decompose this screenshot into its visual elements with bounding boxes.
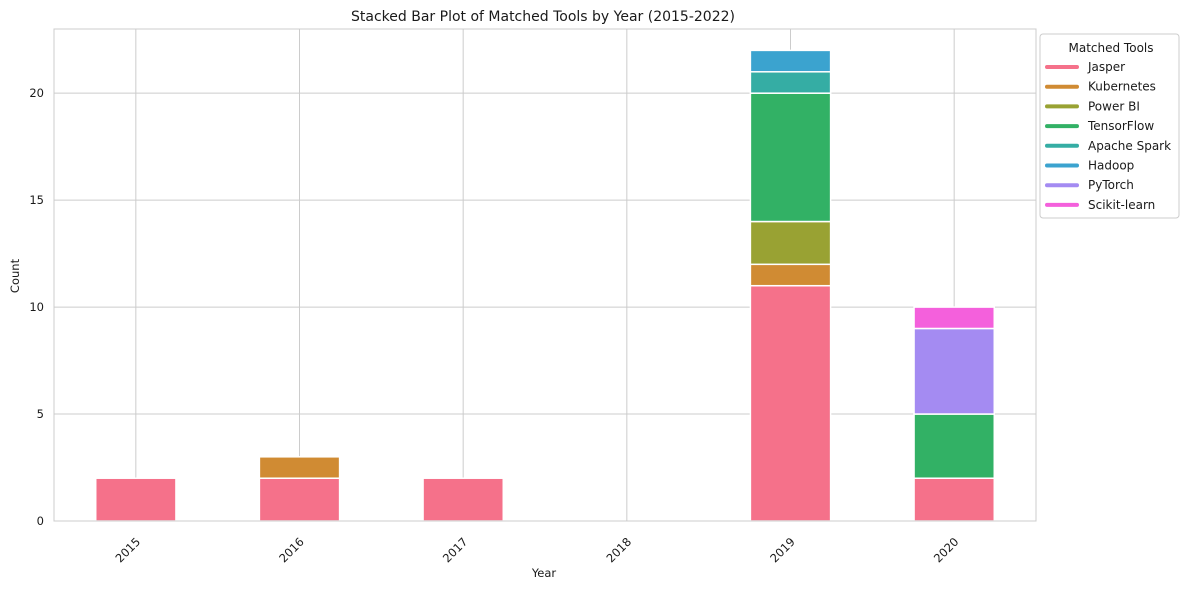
x-tick-label: 2020 <box>931 535 962 566</box>
bar-segment <box>258 456 341 479</box>
legend-label: Scikit-learn <box>1088 198 1155 212</box>
x-tick-label: 2016 <box>276 535 307 566</box>
bars <box>94 49 996 522</box>
x-tick-label: 2019 <box>767 535 798 566</box>
legend-label: Apache Spark <box>1088 139 1171 153</box>
legend-label: Kubernetes <box>1088 80 1156 94</box>
chart-title: Stacked Bar Plot of Matched Tools by Yea… <box>351 9 735 25</box>
legend-items: Jasper Kubernetes Power BI TensorFlow Apache… <box>1045 60 1171 212</box>
y-tick-label: 10 <box>29 300 44 314</box>
x-tick-label: 2018 <box>604 535 635 566</box>
x-tick-label: 2015 <box>113 535 144 566</box>
bar-segment <box>749 49 832 73</box>
legend-label: Hadoop <box>1088 159 1134 173</box>
y-tick-label: 15 <box>29 193 44 207</box>
x-axis-label: Year <box>531 566 557 580</box>
legend-label: Power BI <box>1088 99 1140 113</box>
grid <box>54 29 1036 522</box>
legend-box <box>1039 33 1180 219</box>
bar-segment <box>913 306 996 330</box>
y-tick-labels: 0 5 10 15 20 <box>29 86 44 528</box>
bar-segment <box>913 477 996 522</box>
legend-label: Jasper <box>1087 60 1125 74</box>
legend-title: Matched Tools <box>1069 41 1154 55</box>
y-tick-label: 20 <box>29 86 44 100</box>
bar-segment <box>258 477 341 522</box>
bar-segment <box>749 263 832 287</box>
bar-segment <box>913 327 996 415</box>
legend-label: TensorFlow <box>1087 119 1154 133</box>
bar-segment <box>94 477 177 522</box>
bar-segment <box>749 92 832 223</box>
y-axis-label: Count <box>8 258 22 293</box>
plot-frame <box>53 28 1037 522</box>
y-tick-label: 5 <box>37 407 44 421</box>
bar-segment <box>749 220 832 266</box>
legend: Matched Tools Jasper Kubernetes Power BI Te… <box>1039 33 1180 219</box>
legend-label: PyTorch <box>1088 178 1134 192</box>
bar-segment <box>913 413 996 479</box>
y-tick-label: 0 <box>37 514 44 528</box>
bar-segment <box>749 71 832 94</box>
bar-segment <box>422 477 505 522</box>
x-tick-label: 2017 <box>440 535 471 566</box>
x-tick-labels: 2015 2016 2017 2018 2019 2020 <box>113 535 962 566</box>
bar-segment <box>749 284 832 522</box>
